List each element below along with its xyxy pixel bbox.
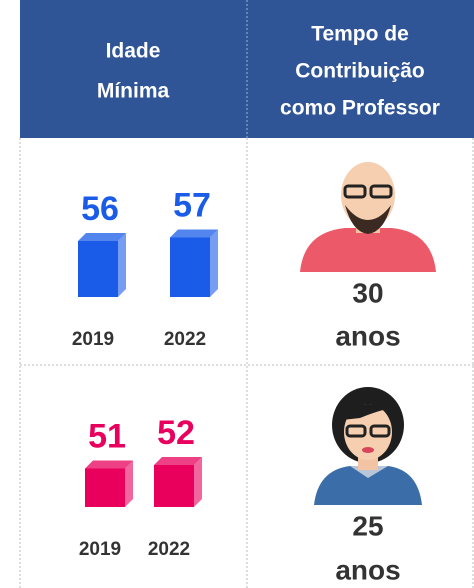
time-value: 25 <box>352 510 383 541</box>
bar <box>170 229 218 297</box>
value-label: 51 <box>88 417 126 455</box>
year-label: 2022 <box>148 539 190 560</box>
bar-side <box>210 229 218 297</box>
header-text: como Professor <box>280 97 440 120</box>
year-label: 2022 <box>164 329 206 350</box>
bar-top <box>85 460 133 469</box>
bar <box>85 460 133 507</box>
bar-side <box>118 233 126 297</box>
male-icon <box>300 162 436 272</box>
bar-front <box>154 465 194 507</box>
time-unit: anos <box>335 320 400 351</box>
header-text: Mínima <box>97 80 170 103</box>
bar <box>78 233 126 297</box>
header-text: Tempo de <box>311 23 409 46</box>
value-label: 57 <box>173 186 211 224</box>
time-unit: anos <box>335 554 400 585</box>
year-label: 2019 <box>79 539 121 560</box>
bar-top <box>154 457 202 465</box>
bar-front <box>78 241 118 297</box>
value-label: 52 <box>157 414 195 452</box>
time-value: 30 <box>352 277 383 308</box>
year-label: 2019 <box>72 329 114 350</box>
bar <box>154 457 202 507</box>
bar-front <box>170 237 210 297</box>
header-text: Contribuição <box>295 60 425 83</box>
bar-side <box>125 460 133 507</box>
bar-top <box>170 229 218 238</box>
bar-top <box>78 233 126 241</box>
bar-side <box>194 457 202 507</box>
female-icon <box>314 387 422 505</box>
table-grid <box>19 138 474 588</box>
bar-front <box>85 468 125 507</box>
header-text: Idade <box>106 40 161 63</box>
value-label: 56 <box>81 190 119 228</box>
